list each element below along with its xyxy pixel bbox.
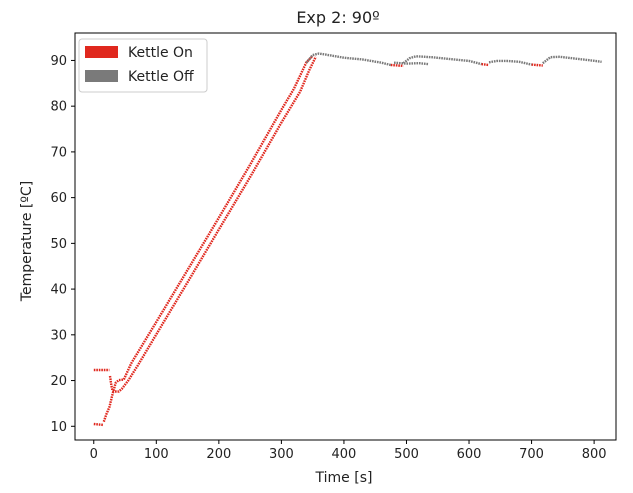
series-segment-kettle-on	[531, 63, 543, 67]
x-tick-label: 700	[519, 447, 544, 462]
y-tick-label: 30	[50, 328, 67, 343]
x-tick-label: 800	[582, 447, 607, 462]
y-tick-label: 80	[50, 100, 67, 115]
series-segment-kettle-on	[481, 62, 490, 67]
x-tick-label: 200	[206, 447, 231, 462]
series-layer	[93, 52, 602, 427]
y-axis-label: Temperature [ºC]	[19, 181, 35, 302]
legend-label-kettle-off: Kettle Off	[128, 69, 194, 85]
y-tick-label: 70	[50, 145, 67, 160]
series-kettle-off	[305, 52, 602, 67]
series-segment-kettle-on	[108, 56, 317, 393]
legend: Kettle On Kettle Off	[78, 38, 208, 93]
series-kettle-on	[93, 55, 543, 427]
chart-title: Exp 2: 90º	[296, 8, 379, 27]
x-tick-label: 500	[394, 447, 419, 462]
y-tick-label: 50	[50, 237, 67, 252]
legend-swatch-kettle-off	[85, 70, 118, 82]
series-segment-kettle-off	[393, 61, 429, 66]
x-tick-label: 400	[332, 447, 357, 462]
y-axis: 10 20 30 40 50 60 70 80 90	[50, 54, 75, 435]
x-tick-label: 600	[457, 447, 482, 462]
series-segment-kettle-on	[93, 422, 104, 427]
series-segment-kettle-off	[305, 52, 392, 67]
x-tick-label: 0	[90, 447, 98, 462]
y-tick-label: 90	[50, 54, 67, 69]
y-tick-label: 40	[50, 283, 67, 298]
x-axis-label: Time [s]	[315, 470, 373, 486]
series-segment-kettle-off	[488, 59, 532, 66]
plot-frame	[74, 32, 617, 441]
series-segment-kettle-on	[390, 63, 404, 68]
series-segment-kettle-off	[402, 55, 482, 66]
legend-label-kettle-on: Kettle On	[128, 45, 193, 61]
y-tick-label: 10	[50, 420, 67, 435]
x-tick-label: 300	[269, 447, 294, 462]
y-tick-label: 60	[50, 191, 67, 206]
x-axis: 0 100 200 300 400 500 600 700 800	[90, 440, 607, 462]
y-tick-label: 20	[50, 374, 67, 389]
x-tick-label: 100	[144, 447, 169, 462]
legend-swatch-kettle-on	[85, 46, 118, 58]
series-segment-kettle-off	[542, 55, 602, 65]
